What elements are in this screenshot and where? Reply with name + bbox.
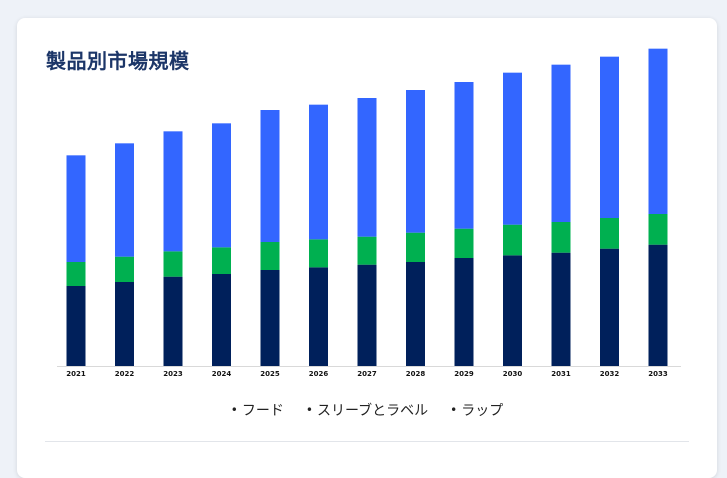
stacked-bar-chart: 2021 2022 2023 2024 2025 2026 2027 2028 2029 2030… [57, 48, 681, 378]
legend-label: ラップ [461, 403, 504, 419]
x-tick-label: 2031 [551, 370, 571, 378]
bar-2022-series-1 [115, 256, 134, 282]
bullet-icon: • [450, 403, 458, 417]
bar-2029-series-1 [454, 228, 474, 258]
x-tick-group: 2021 2022 2023 2024 2025 2026 2027 2028 2029 2030… [66, 370, 668, 378]
bar-2027-series-0 [357, 264, 377, 366]
bar-2022-series-2 [115, 143, 134, 257]
x-tick-label: 2028 [406, 370, 426, 378]
bar-2033-series-0 [648, 244, 668, 366]
bar-2027-series-1 [357, 236, 377, 265]
bar-2033-series-2 [648, 48, 668, 215]
bar-2028-series-2 [406, 90, 425, 233]
x-tick-label: 2033 [648, 370, 668, 378]
bar-2026-series-0 [309, 267, 328, 366]
bar-2026-series-1 [309, 239, 328, 268]
x-tick-label: 2029 [454, 370, 474, 378]
bar-2025-series-1 [260, 242, 280, 270]
bar-2027-series-2 [357, 98, 377, 237]
legend-label: フード [241, 403, 284, 419]
bar-2022-series-0 [115, 282, 134, 366]
bar-group [66, 48, 668, 366]
x-tick-label: 2026 [309, 370, 329, 378]
chart-title: 製品別市場規模 [46, 49, 190, 73]
bar-2029-series-0 [454, 258, 474, 366]
bar-2032-series-2 [600, 56, 619, 218]
bar-2023-series-0 [163, 276, 183, 366]
legend-item: • フード [231, 400, 284, 420]
bullet-icon: • [230, 403, 238, 417]
bar-2032-series-0 [600, 248, 619, 366]
bar-2024-series-1 [212, 247, 231, 274]
legend-label: スリーブとラベル [316, 403, 429, 419]
bar-2024-series-0 [212, 274, 231, 366]
bar-2031-series-0 [551, 252, 571, 366]
bar-2031-series-2 [551, 64, 571, 222]
bar-2032-series-1 [600, 218, 619, 249]
bullet-icon: • [305, 403, 313, 417]
bar-2029-series-2 [454, 82, 474, 229]
bar-2031-series-1 [551, 222, 571, 253]
bar-2026-series-2 [309, 104, 328, 240]
bar-2021-series-1 [66, 262, 86, 286]
bar-2024-series-2 [212, 123, 231, 248]
x-tick-label: 2024 [212, 370, 232, 378]
bar-2030-series-1 [503, 224, 522, 256]
x-tick-label: 2030 [503, 370, 523, 378]
bar-2023-series-2 [163, 131, 183, 252]
legend-item: • スリーブとラベル [306, 400, 428, 420]
bar-2023-series-1 [163, 251, 183, 277]
chart-card: 製品別市場規模 2021 2022 2023 2024 2025 2026 2027 2028… [17, 18, 717, 478]
x-tick-label: 2025 [260, 370, 280, 378]
chart-legend: • フード • スリーブとラベル • ラップ [17, 400, 717, 420]
bar-2028-series-0 [406, 262, 425, 366]
x-tick-label: 2027 [357, 370, 377, 378]
bar-2025-series-2 [260, 110, 280, 242]
bar-2030-series-0 [503, 255, 522, 366]
bar-2021-series-0 [66, 286, 86, 366]
bar-2033-series-1 [648, 214, 668, 245]
legend-item: • ラップ [450, 400, 503, 420]
bar-2028-series-1 [406, 232, 425, 262]
bar-2025-series-0 [260, 270, 280, 366]
x-tick-label: 2032 [600, 370, 620, 378]
x-tick-label: 2021 [66, 370, 86, 378]
bar-2021-series-2 [66, 155, 86, 262]
divider [45, 441, 689, 442]
x-tick-label: 2023 [163, 370, 183, 378]
bar-2030-series-2 [503, 72, 522, 225]
x-tick-label: 2022 [115, 370, 135, 378]
